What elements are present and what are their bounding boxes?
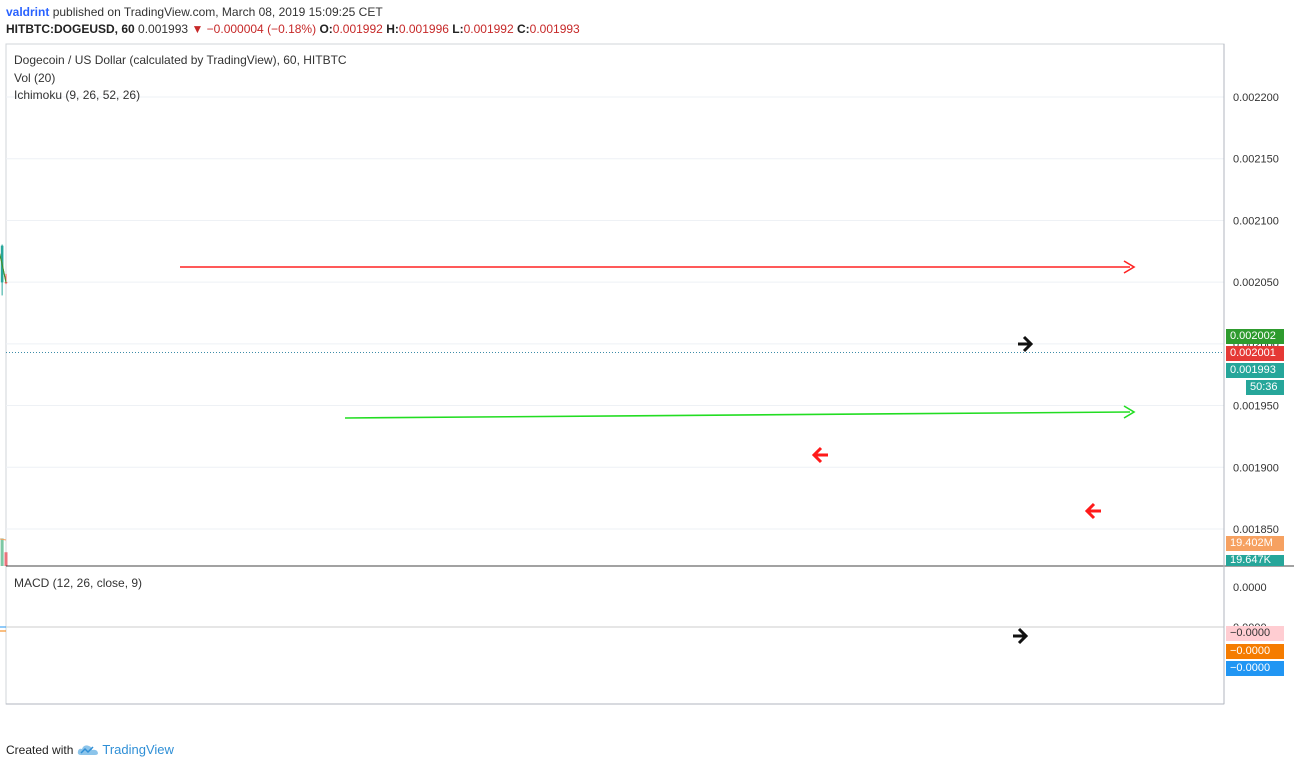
legend-main: Dogecoin / US Dollar (calculated by Trad… [14,53,347,67]
down-arrow-icon: ▼ [191,22,204,36]
volume-bar [4,552,8,566]
macd-tick-label: 0.0000 [1233,582,1267,594]
close-value: 0.001993 [529,22,580,36]
grid-lines [6,96,1224,530]
y-tick-label: 0.001900 [1233,462,1279,474]
candle-body [4,282,8,284]
support-line[interactable] [344,411,1131,419]
annotations [180,260,1136,645]
baseline-price-tag: 0.002002 [1226,329,1284,344]
created-with-text: Created with [6,742,74,757]
conversion-line [0,253,7,283]
low-label: L: [452,22,464,36]
y-tick-label: 0.002050 [1233,277,1279,289]
low-value: 0.001992 [463,22,514,36]
close-label: C: [517,22,530,36]
macd-hist-tag: −0.0000 [1226,626,1284,641]
symbol-ohlc: HITBTC:DOGEUSD, 60 0.001993 ▼ −0.000004 … [6,22,580,36]
arrow-left-icon [1084,502,1101,520]
support-arrowhead [1123,405,1136,419]
chart-header: valdrint published on TradingView.com, M… [0,0,1294,40]
macd-line [0,626,6,628]
y-tick-label: 0.001950 [1233,401,1279,413]
volume-bars [0,538,8,566]
high-value: 0.001996 [398,22,449,36]
publish-text: published on TradingView.com, March 08, … [52,5,383,19]
indicator-lines [0,253,1224,541]
arrow-left-icon [811,446,828,464]
macd-pane [0,626,1224,632]
open-label: O: [319,22,333,36]
arrow-right-icon [1018,335,1034,353]
legend-volume: Vol (20) [14,71,56,85]
countdown-tag: 50:36 [1246,380,1284,395]
high-label: H: [386,22,399,36]
resistance-arrowhead [1123,260,1136,274]
macd-line-tag: −0.0000 [1226,661,1284,676]
y-tick-label: 0.002100 [1233,215,1279,227]
axes: 2425262728Mar23456789100.0022000.0021500… [6,44,1294,705]
volume-ma-tag: 19.402M [1226,536,1284,551]
arrow-right-icon [1013,627,1029,645]
footer: Created with TradingView [6,742,174,757]
footer-brand[interactable]: TradingView [102,742,174,757]
legend-ichimoku: Ichimoku (9, 26, 52, 26) [14,88,141,102]
y-tick-label: 0.002200 [1233,92,1279,104]
volume-bar [0,538,4,566]
author-link[interactable]: valdrint [6,5,50,19]
macd-signal-tag: −0.0000 [1226,644,1284,659]
open-value: 0.001992 [332,22,383,36]
chart-frame [5,43,1225,705]
publish-info: valdrint published on TradingView.com, M… [6,5,383,19]
legend-macd: MACD (12, 26, close, 9) [14,576,143,590]
tradingview-cloud-icon [78,744,99,755]
last-price: 0.001993 [138,22,189,36]
volume-tag: 19.647K [1226,555,1284,566]
base-line [0,253,7,283]
signal-line [0,630,6,632]
conversion-price-tag: 0.002001 [1226,346,1284,361]
last-price-tag: 0.001993 [1226,363,1284,378]
symbol-label: HITBTC:DOGEUSD, 60 [6,22,135,36]
y-tick-label: 0.002150 [1233,154,1279,166]
price-change: −0.000004 (−0.18%) [206,22,317,36]
y-tick-label: 0.001850 [1233,524,1279,536]
